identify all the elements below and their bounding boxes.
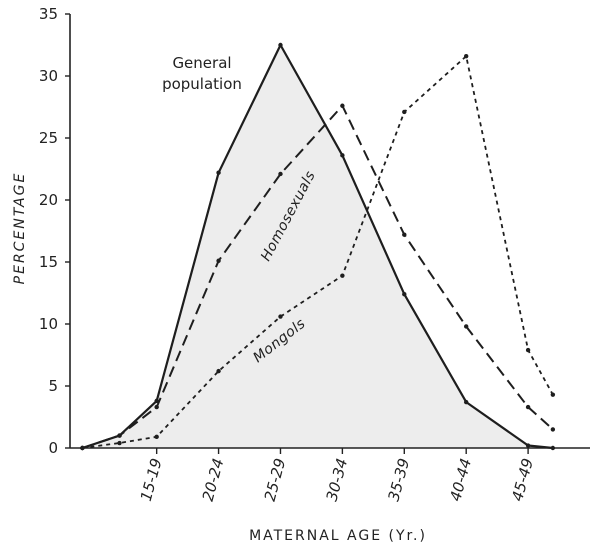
data-point bbox=[525, 443, 531, 448]
x-axis-title: MATERNAL AGE (Yr.) bbox=[249, 528, 427, 544]
series-line-1 bbox=[82, 104, 554, 449]
data-point bbox=[463, 53, 469, 59]
data-point bbox=[278, 171, 283, 177]
x-tick-label: 35-39 bbox=[384, 456, 413, 503]
y-tick-label: 35 bbox=[39, 5, 58, 23]
data-point bbox=[117, 433, 122, 438]
x-tick-label: 20-24 bbox=[199, 456, 228, 503]
y-tick-label: 30 bbox=[39, 67, 58, 85]
general-population-area bbox=[82, 45, 553, 448]
data-point bbox=[216, 368, 221, 374]
data-point bbox=[463, 399, 469, 405]
y-tick-label: 25 bbox=[39, 129, 58, 147]
y-axis-title: PERCENTAGE bbox=[12, 172, 28, 285]
y-tick-label: 20 bbox=[39, 191, 58, 209]
data-point bbox=[402, 109, 407, 115]
data-point bbox=[550, 392, 556, 397]
data-point bbox=[340, 273, 345, 278]
y-tick-label: 10 bbox=[39, 315, 58, 333]
data-point bbox=[154, 434, 159, 440]
data-point bbox=[216, 258, 221, 263]
data-point bbox=[154, 398, 159, 404]
data-point bbox=[80, 445, 85, 451]
data-point bbox=[278, 314, 283, 319]
series-line-0 bbox=[82, 43, 554, 450]
series-line-2 bbox=[82, 55, 554, 449]
x-tick-label: 15-19 bbox=[137, 456, 166, 503]
data-point bbox=[525, 347, 531, 353]
data-point bbox=[463, 324, 469, 329]
data-point bbox=[402, 292, 407, 297]
legend-general-population-line1: General population bbox=[162, 54, 242, 93]
shaded-area bbox=[82, 45, 553, 448]
x-tick-label: 40-44 bbox=[446, 456, 475, 503]
data-point bbox=[117, 440, 122, 446]
data-point bbox=[340, 153, 345, 158]
x-tick-label: 30-34 bbox=[323, 456, 352, 503]
y-tick-label: 15 bbox=[39, 253, 58, 271]
data-point bbox=[402, 232, 407, 237]
y-tick-label: 0 bbox=[48, 439, 58, 457]
x-tick-label: 45-49 bbox=[508, 456, 537, 503]
data-point bbox=[154, 404, 159, 410]
data-point bbox=[340, 103, 345, 108]
x-tick-label: 25-29 bbox=[261, 456, 290, 503]
data-point bbox=[550, 427, 556, 432]
y-tick-label: 5 bbox=[48, 377, 58, 395]
data-point bbox=[278, 42, 283, 48]
data-point bbox=[550, 445, 556, 451]
series-lines bbox=[80, 42, 556, 451]
data-point bbox=[525, 404, 531, 410]
data-point bbox=[216, 170, 221, 175]
